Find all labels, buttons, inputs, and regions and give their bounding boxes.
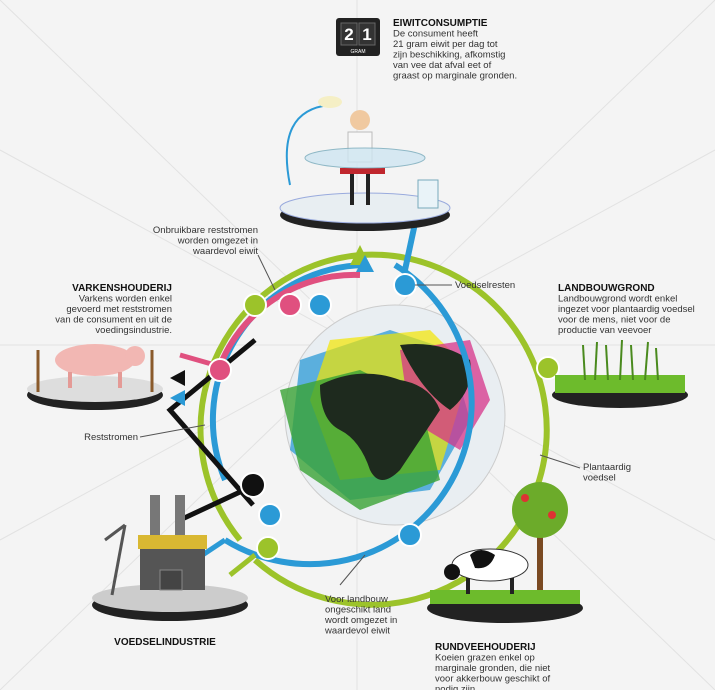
callout-text: Plantaardig (583, 462, 631, 473)
block-text: productie van veevoer (558, 325, 651, 336)
badge: 2 1 GRAM (336, 18, 380, 56)
block-title: VARKENSHOUDERIJ (72, 283, 172, 294)
callout-text: worden omgezet in (177, 236, 258, 247)
badge-unit: GRAM (351, 49, 366, 55)
badge-digit: 1 (362, 25, 371, 44)
block-text: 21 gram eiwit per dag tot (393, 39, 498, 50)
callout-text: Reststromen (84, 432, 138, 443)
infographic: 2 1 GRAM (0, 0, 715, 690)
callout-text: Onbruikbare reststromen (153, 225, 258, 236)
block-text: zijn beschikking, afkomstig (393, 50, 505, 61)
block-text: marginale gronden, die niet (435, 663, 550, 674)
block-text: De consument heeft (393, 29, 478, 40)
block-text: gevoerd met reststromen (66, 304, 172, 315)
block-title: VOEDSELINDUSTRIE (114, 637, 216, 648)
block-title: RUNDVEEHOUDERIJ (435, 642, 536, 653)
block-text: graast op marginale gronden. (393, 71, 517, 82)
callout-text: waardevol eiwit (324, 626, 390, 637)
callout-text: Voedselresten (455, 280, 515, 291)
block-text: Landbouwgrond wordt enkel (558, 294, 677, 305)
block-text: voedingsindustrie. (95, 325, 172, 336)
block-text: van de consument en uit de (55, 315, 172, 326)
callout-text: wordt omgezet in (324, 615, 397, 626)
block-text: Koeien grazen enkel op (435, 653, 535, 664)
block-text: Varkens worden enkel (79, 294, 172, 305)
block-text: ingezet voor plantaardig voedsel (558, 304, 695, 315)
callout-text: voedsel (583, 473, 616, 484)
block-title: LANDBOUWGROND (558, 283, 655, 294)
block-text: van vee dat afval eet of (393, 60, 492, 71)
block-text: nodig zijn (435, 684, 475, 690)
block-text: voor akkerbouw geschikt of (435, 674, 550, 685)
badge-digit: 2 (344, 25, 353, 44)
callout-text: waardevol eiwit (192, 246, 258, 257)
block-text: voor de mens, niet voor de (558, 315, 670, 326)
callout-text: Voor landbouw (325, 594, 388, 605)
block-title: EIWITCONSUMPTIE (393, 18, 488, 29)
callout-text: ongeschikt land (325, 605, 391, 616)
